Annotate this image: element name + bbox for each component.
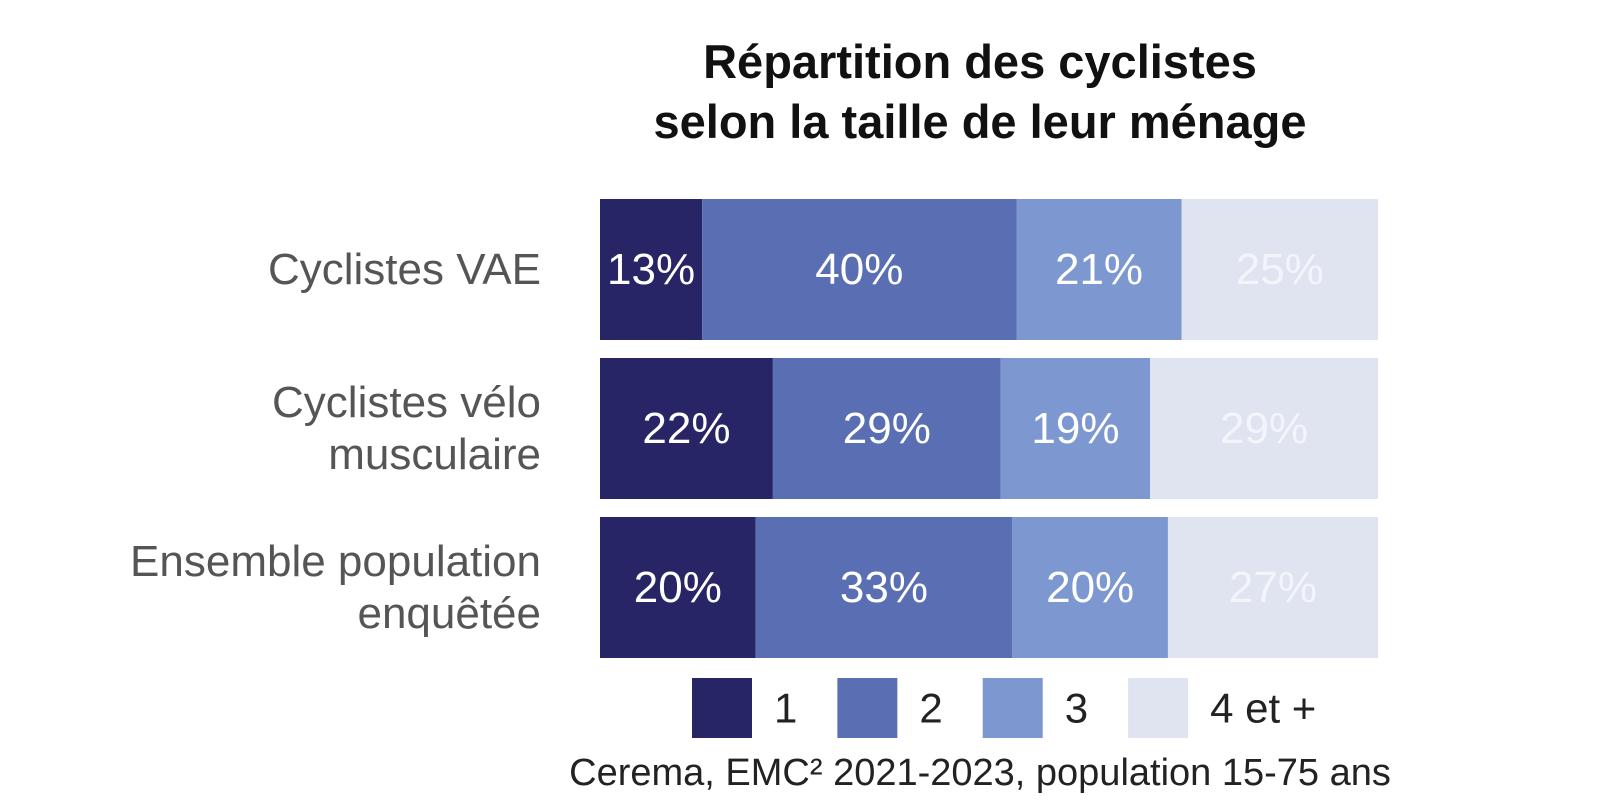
legend-label: 4 et + — [1210, 685, 1316, 732]
bar-value-label: 19% — [1031, 404, 1119, 453]
legend-label: 3 — [1065, 685, 1088, 732]
bar-segment — [772, 358, 1001, 499]
bar-labels: 13% 40% 21% 25% 22% 29% 19% 29% 20% 33% 20% 27% — [607, 245, 1324, 612]
bar-segment — [1150, 358, 1378, 499]
bar-segment — [1016, 199, 1182, 340]
bar-segment — [600, 199, 703, 340]
bar-segment — [600, 358, 773, 499]
bar-value-label: 21% — [1055, 245, 1143, 294]
chart-title: Répartition des cyclistes selon la taill… — [440, 32, 1520, 152]
category-label: musculaire — [328, 430, 541, 479]
category-label: Ensemble population — [130, 537, 541, 586]
legend-swatch — [982, 678, 1043, 738]
bar-segment — [600, 517, 756, 658]
source-note: Cerema, EMC² 2021-2023, population 15-75… — [569, 752, 1391, 794]
bar-value-label: 25% — [1236, 245, 1324, 294]
bar-segment — [702, 199, 1017, 340]
bar-segment — [1167, 517, 1378, 658]
bar-segment — [755, 517, 1013, 658]
bar-value-label: 20% — [1046, 563, 1134, 612]
bar-value-label: 20% — [634, 563, 722, 612]
bar-value-label: 33% — [840, 563, 928, 612]
bar-value-label: 22% — [642, 404, 730, 453]
bar-value-label: 40% — [815, 245, 903, 294]
legend-swatch — [1128, 678, 1189, 738]
chart-title-line-1: Répartition des cyclistes — [703, 35, 1257, 88]
legend-label: 1 — [774, 685, 797, 732]
category-label: Cyclistes VAE — [268, 245, 541, 294]
chart-title-line-2: selon la taille de leur ménage — [653, 95, 1307, 148]
legend-swatch — [837, 678, 898, 738]
legend: 1 2 3 4 et + — [692, 678, 1316, 738]
bar-value-label: 29% — [1220, 404, 1308, 453]
bar-segment — [1012, 517, 1168, 658]
bar-segment — [1000, 358, 1151, 499]
category-label: Cyclistes vélo — [272, 378, 541, 427]
bar-segment — [1181, 199, 1378, 340]
bar-value-label: 29% — [843, 404, 931, 453]
bars — [600, 199, 1378, 658]
legend-swatch — [692, 678, 752, 738]
category-label: enquêtée — [357, 589, 541, 638]
bar-value-label: 27% — [1229, 563, 1317, 612]
legend-label: 2 — [919, 685, 942, 732]
bar-value-label: 13% — [607, 245, 695, 294]
